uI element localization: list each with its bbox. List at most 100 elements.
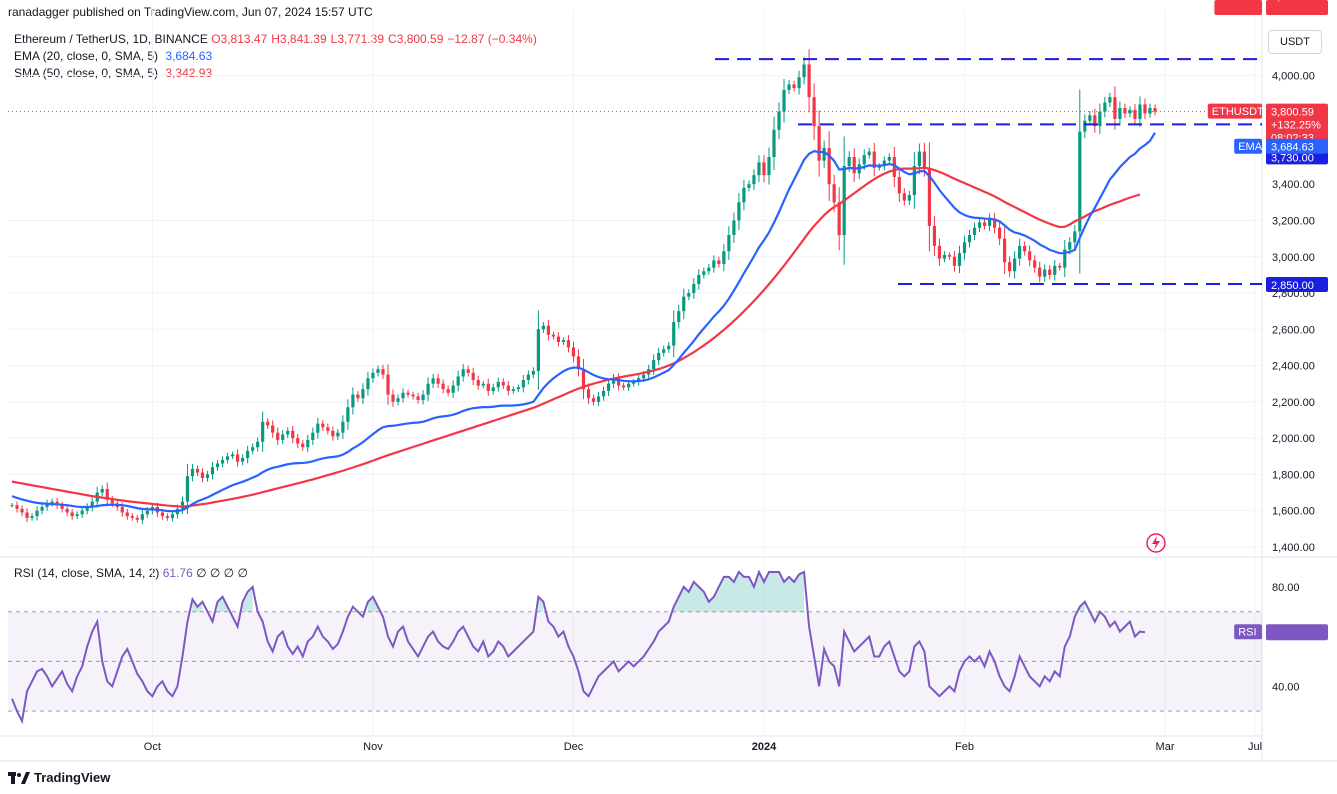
candle-body [1093, 115, 1097, 127]
candle-body [601, 390, 606, 397]
candle-body [361, 389, 365, 399]
candle-body [1138, 104, 1142, 119]
open-value: O3,813.47 [211, 32, 268, 46]
resistance-tag-text: 3,730.00 [1271, 152, 1314, 164]
candle-body [586, 389, 591, 399]
candle-body [561, 340, 566, 342]
candle-body [667, 345, 671, 350]
candle-body [256, 441, 260, 448]
candle-body [205, 474, 210, 479]
rsi-legend[interactable]: RSI (14, close, SMA, 14, 2) 61.76 ∅ ∅ ∅ … [14, 566, 248, 580]
candle-body [802, 64, 806, 78]
candle-body [1003, 238, 1007, 263]
candle-body [782, 89, 786, 112]
candle-body [787, 84, 791, 90]
candle-body [235, 454, 240, 462]
sma-legend-row[interactable]: SMA (50, close, 0, SMA, 5) 3,342.93 [14, 65, 541, 82]
ema-legend-row[interactable]: EMA (20, close, 0, SMA, 5) 3,684.63 [14, 48, 541, 65]
replay-icon [1146, 533, 1166, 553]
rsi-axis-tag-bg [1266, 624, 1328, 641]
candle-body [261, 421, 265, 442]
candle-body [967, 234, 972, 243]
candle-body [847, 157, 851, 167]
candle-body [1118, 108, 1122, 119]
low-value: L3,771.39 [330, 32, 385, 46]
candle-body [1023, 245, 1027, 252]
time-tick-label: Jul [1248, 741, 1262, 753]
candle-body [401, 392, 405, 399]
candle-body [311, 432, 315, 440]
candle-body [506, 385, 510, 391]
candle-body [687, 293, 691, 297]
candle-body [461, 369, 465, 377]
candle-body [822, 147, 826, 161]
candle-body [1013, 258, 1017, 272]
candle-body [416, 396, 420, 401]
rsi-tick-label: 80.00 [1272, 582, 1300, 594]
candle-body [341, 421, 345, 433]
candle-body [110, 499, 114, 504]
series-tag-ethusdt-bg [1207, 103, 1262, 119]
candle-body [246, 450, 250, 459]
publisher-line: ranadagger published on TradingView.com,… [8, 5, 373, 19]
symbol-row[interactable]: Ethereum / TetherUS, 1D, BINANCE O3,813.… [14, 31, 541, 48]
candle-body [902, 193, 906, 201]
candle-body [35, 510, 39, 517]
sma-axis-tag-bg [1266, 0, 1328, 15]
candle-body [937, 245, 942, 259]
candle-body [266, 421, 270, 426]
candle-body [441, 383, 445, 390]
candle-body [642, 374, 646, 379]
candle-body [421, 394, 425, 401]
candle-body [807, 64, 811, 98]
candle-body [195, 468, 200, 473]
candle-body [1128, 109, 1132, 114]
currency-button[interactable]: USDT [1268, 30, 1322, 54]
price-tick-label: 1,800.00 [1272, 469, 1315, 481]
candle-body [185, 476, 190, 502]
candle-body [120, 507, 124, 513]
candle-body [1053, 265, 1057, 275]
sma-legend-label: SMA (50, close, 0, SMA, 5) [14, 66, 159, 80]
candle-body [511, 389, 515, 391]
symbol-title[interactable]: Ethereum / TetherUS, 1D, BINANCE [14, 32, 208, 46]
candle-body [291, 430, 295, 439]
candle-body [1033, 260, 1037, 268]
candle-body [872, 151, 876, 168]
candle-body [942, 254, 947, 259]
tradingview-logo[interactable]: TradingView [8, 770, 110, 785]
candle-body [190, 468, 195, 477]
candle-body [160, 512, 164, 517]
candle-body [210, 467, 215, 475]
candle-body [316, 423, 320, 433]
candle-body [717, 260, 721, 265]
candle-body [165, 516, 170, 518]
price-tick-label: 2,200.00 [1272, 397, 1315, 409]
price-tick-label: 3,200.00 [1272, 215, 1315, 227]
candle-body [536, 329, 540, 372]
candle-body [10, 505, 14, 507]
candle-body [657, 352, 661, 361]
ema-axis-tag-text: 3,684.63 [1271, 142, 1314, 154]
candle-body [271, 425, 275, 433]
candle-body [1058, 265, 1062, 268]
candle-body [230, 454, 235, 457]
candle-body [1018, 245, 1022, 259]
candle-body [125, 512, 129, 517]
candle-body [697, 274, 701, 284]
main-legend: Ethereum / TetherUS, 1D, BINANCE O3,813.… [14, 31, 541, 82]
candle-body [566, 340, 571, 348]
candle-body [1113, 97, 1117, 119]
series-tag-rsi-bg [1234, 624, 1262, 640]
candle-body [406, 392, 410, 395]
candle-body [40, 507, 44, 511]
ema-legend-label: EMA (20, close, 0, SMA, 5) [14, 49, 159, 63]
candle-body [792, 84, 796, 89]
candle-body [576, 356, 581, 370]
tradingview-logo-icon [8, 771, 30, 784]
candle-body [541, 325, 545, 330]
candle-body [762, 162, 766, 176]
time-tick-label: Nov [363, 741, 383, 753]
candle-body [381, 369, 385, 375]
